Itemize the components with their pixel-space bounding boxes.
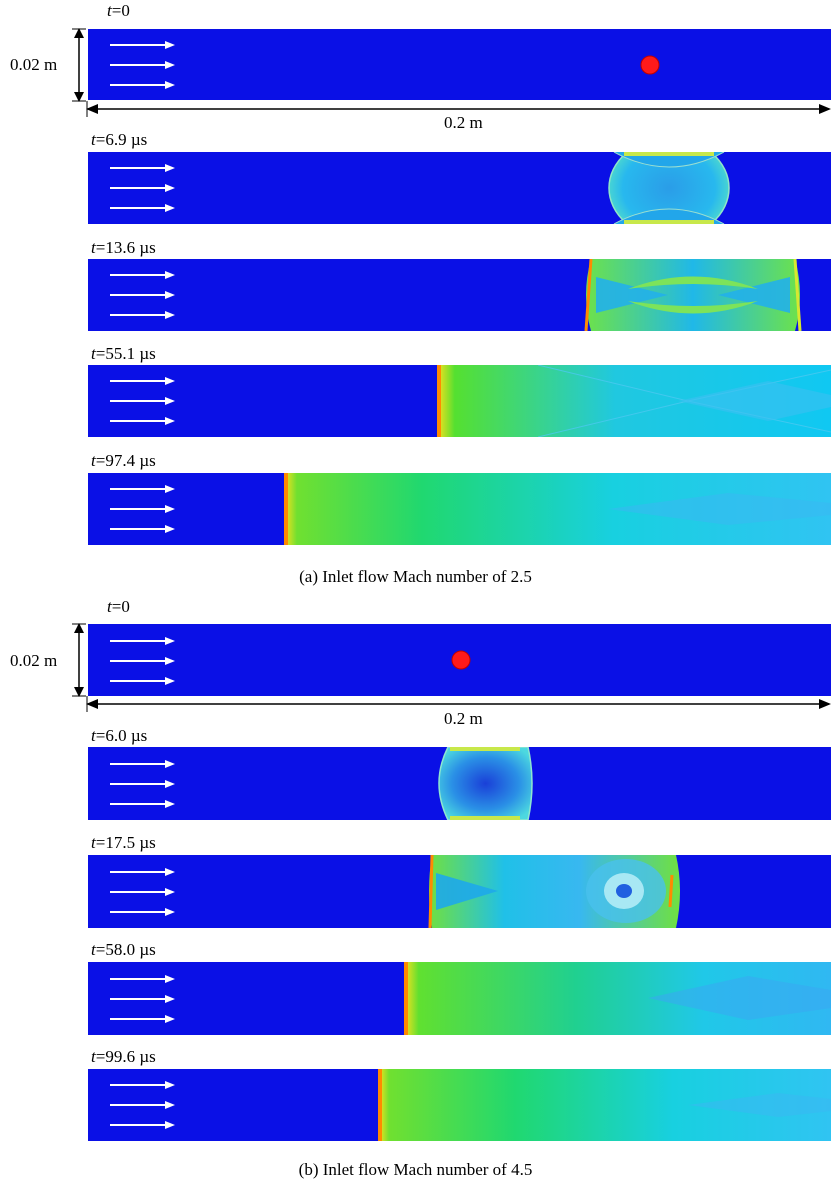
- time-label-b5: t=99.6 µs: [91, 1047, 156, 1066]
- time-label-a1: t=0: [107, 1, 130, 20]
- height-label-a: 0.02 m: [10, 55, 58, 74]
- length-arrow-a: [86, 101, 831, 117]
- droplet: [451, 650, 471, 670]
- flow-panel-a1: [88, 29, 831, 100]
- inflow-arrows: [110, 41, 175, 89]
- time-label-b2: t=6.0 µs: [91, 726, 148, 745]
- droplet: [640, 55, 660, 75]
- length-label-a: 0.2 m: [444, 113, 483, 132]
- flow-panel-a4: [88, 365, 831, 437]
- time-label-b1: t=0: [107, 597, 130, 616]
- height-label-b: 0.02 m: [10, 651, 58, 670]
- flow-panel-b1: [88, 624, 831, 696]
- time-label-a5: t=97.4 µs: [91, 451, 156, 470]
- flow-panel-a3: [88, 259, 831, 331]
- caption-b: (b) Inlet flow Mach number of 4.5: [298, 1160, 533, 1179]
- length-arrow-b: [86, 696, 831, 712]
- caption-a: (a) Inlet flow Mach number of 2.5: [299, 567, 532, 586]
- flow-panel-b5: [88, 1069, 831, 1141]
- time-label-a4: t=55.1 µs: [91, 344, 156, 363]
- flow-panel-a5: [88, 473, 831, 545]
- time-label-b4: t=58.0 µs: [91, 940, 156, 959]
- length-label-b: 0.2 m: [444, 709, 483, 728]
- flow-panel-b2: [88, 747, 831, 820]
- height-arrow-b: [72, 623, 86, 697]
- height-arrow-a: [72, 28, 86, 102]
- time-label-a3: t=13.6 µs: [91, 238, 156, 257]
- flow-panel-b3: [88, 855, 831, 928]
- time-label-a2: t=6.9 µs: [91, 130, 148, 149]
- flow-panel-a2: [88, 152, 831, 224]
- flow-panel-b4: [88, 962, 831, 1035]
- time-label-b3: t=17.5 µs: [91, 833, 156, 852]
